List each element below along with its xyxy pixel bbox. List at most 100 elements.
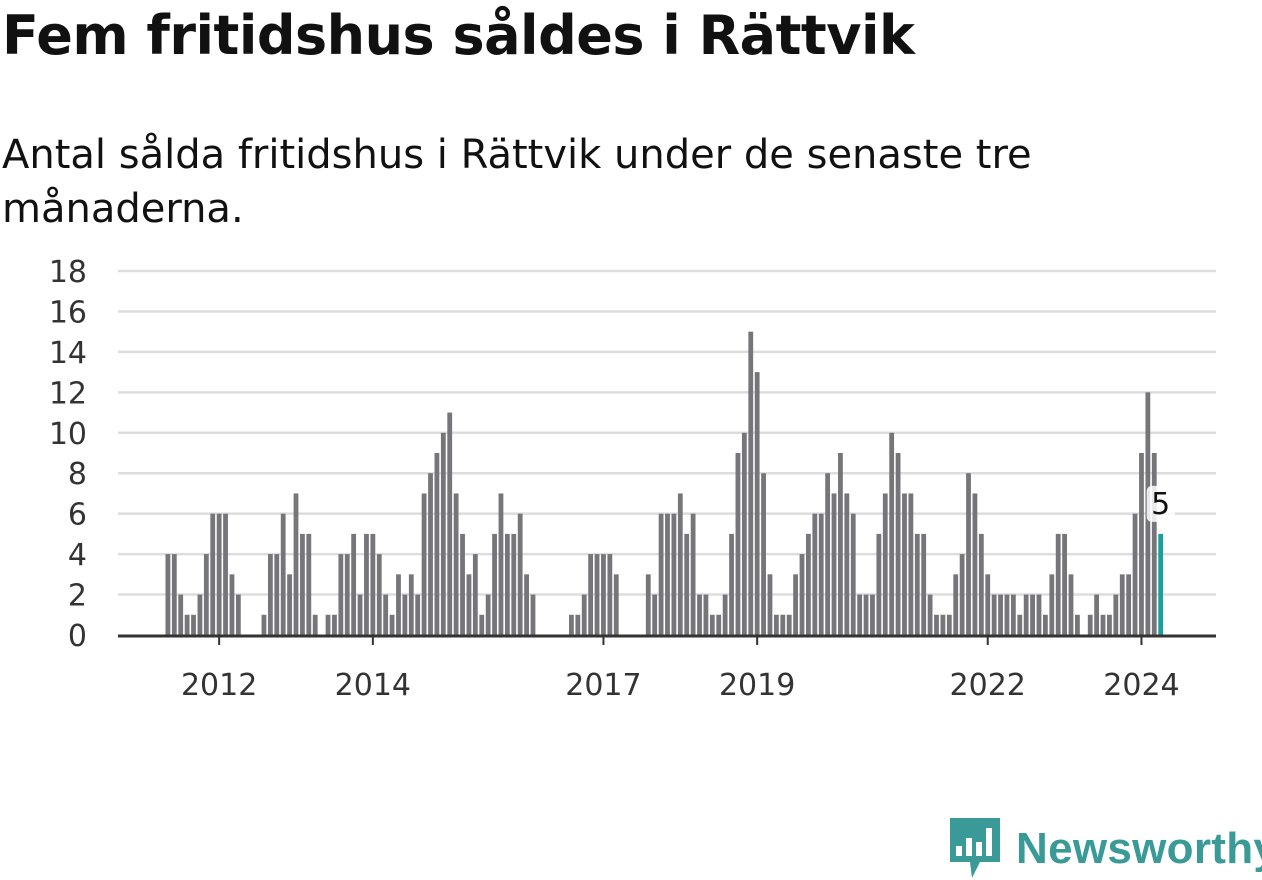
bar (588, 554, 594, 635)
bar (1004, 594, 1010, 635)
bar (229, 574, 235, 635)
bar (492, 533, 497, 635)
bar (1113, 594, 1119, 635)
bar (1151, 453, 1157, 635)
bar (440, 432, 446, 635)
bar (415, 594, 421, 635)
bar (1139, 453, 1144, 635)
newsworthy-logo-icon (950, 818, 1000, 878)
y-tick-label: 14 (49, 336, 87, 371)
bar (1042, 614, 1048, 635)
bar (325, 614, 331, 635)
bar (825, 473, 831, 635)
bar (671, 513, 677, 635)
x-axis-ticks: 2012 2014 2017 2019 2022 2024 (118, 634, 1216, 703)
bar (799, 554, 805, 635)
bar (1017, 614, 1023, 635)
y-tick-label: 6 (68, 498, 87, 533)
bar (479, 614, 485, 635)
bar (1075, 614, 1080, 635)
bar (569, 614, 574, 635)
bar (748, 331, 754, 635)
bar (722, 594, 728, 635)
bar (902, 493, 907, 635)
data-label: 5 (1151, 487, 1170, 522)
bar-highlight (1158, 533, 1164, 635)
bar (870, 594, 875, 635)
bar (690, 513, 696, 635)
y-tick-label: 10 (49, 417, 87, 452)
bar (466, 574, 472, 635)
bar (767, 574, 773, 635)
bar (959, 554, 965, 635)
bar (306, 533, 312, 635)
bar (344, 554, 350, 635)
bar (780, 614, 786, 635)
bar (703, 594, 709, 635)
bar (178, 594, 184, 635)
bar (735, 453, 741, 635)
bar (280, 513, 286, 635)
bar (191, 614, 196, 635)
y-tick-label: 18 (49, 255, 87, 290)
bar (1100, 614, 1106, 635)
newsworthy-logo[interactable]: Newsworthy (950, 818, 1262, 880)
bar (383, 594, 389, 635)
data-label-bg (1146, 485, 1175, 522)
bar (1094, 594, 1100, 635)
bar (1036, 594, 1042, 635)
bar (786, 614, 792, 635)
y-tick-label: 8 (68, 457, 87, 492)
chart-subtitle: Antal sålda fritidshus i Rättvik under d… (2, 132, 1032, 232)
bar (453, 493, 459, 635)
bar (1062, 533, 1067, 635)
bar (197, 594, 203, 635)
bar (1030, 594, 1035, 635)
bar (184, 614, 190, 635)
bar (421, 493, 427, 635)
bar (818, 513, 824, 635)
bar (210, 513, 216, 635)
bar (972, 493, 978, 635)
bar (773, 614, 779, 635)
bar (863, 594, 869, 635)
bar (991, 594, 997, 635)
bar (1087, 614, 1093, 635)
x-tick-label: 2024 (1103, 668, 1179, 703)
bar (165, 554, 171, 635)
bar (812, 513, 818, 635)
bar (223, 513, 228, 635)
bars (165, 331, 1164, 635)
bar (594, 554, 600, 635)
bar (517, 513, 523, 635)
bar (1119, 574, 1125, 635)
bar (498, 493, 504, 635)
bar (940, 614, 946, 635)
bar (658, 513, 664, 635)
bar (914, 533, 920, 635)
bar (793, 574, 798, 635)
bar (171, 554, 177, 635)
bar (934, 614, 939, 635)
bar (434, 453, 440, 635)
bar (697, 594, 702, 635)
bar (677, 493, 683, 635)
bar (966, 473, 971, 635)
x-tick-label: 2019 (719, 668, 795, 703)
bar (357, 594, 363, 635)
bar (428, 473, 433, 635)
bar (998, 594, 1003, 635)
bar (402, 594, 408, 635)
bar (857, 594, 863, 635)
bar (876, 533, 882, 635)
x-tick-label: 2012 (181, 668, 257, 703)
bar (613, 574, 619, 635)
bar (1126, 574, 1132, 635)
bar (370, 533, 376, 635)
y-axis-ticks: 0 2 4 6 8 10 12 14 16 18 (49, 255, 87, 654)
bar (709, 614, 715, 635)
bar (754, 372, 760, 635)
bar (338, 554, 344, 635)
bar (761, 473, 766, 635)
